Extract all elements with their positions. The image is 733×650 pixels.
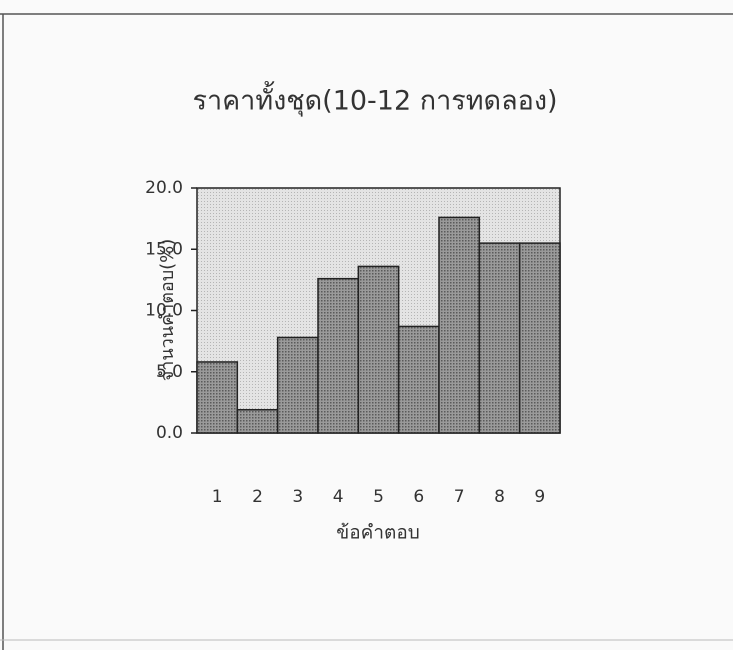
bar bbox=[518, 242, 561, 434]
bar bbox=[438, 216, 481, 434]
bar bbox=[357, 265, 400, 434]
bar bbox=[276, 336, 319, 434]
y-tick-label: 0.0 bbox=[156, 423, 183, 443]
x-tick-label: 1 bbox=[212, 487, 223, 507]
y-tick-label: 10.0 bbox=[145, 301, 183, 321]
y-axis-label: จำนวนคำตอบ(%) bbox=[157, 239, 178, 382]
x-tick-label: 8 bbox=[494, 487, 505, 507]
x-tick-label: 9 bbox=[534, 487, 545, 507]
x-tick-label: 5 bbox=[373, 487, 384, 507]
chart-title: ราคาทั้งชุด(10-12 การทดลอง) bbox=[192, 81, 557, 118]
x-tick-label: 7 bbox=[454, 487, 465, 507]
x-tick-label: 2 bbox=[252, 487, 263, 507]
x-tick-label: 6 bbox=[413, 487, 424, 507]
x-axis-label: ข้อคำตอบ bbox=[336, 522, 420, 544]
y-tick-label: 15.0 bbox=[145, 239, 183, 259]
bar bbox=[317, 277, 360, 434]
x-tick-label: 4 bbox=[333, 487, 344, 507]
bar bbox=[236, 408, 279, 434]
bar bbox=[196, 361, 239, 434]
x-tick-label: 3 bbox=[292, 487, 303, 507]
bar bbox=[397, 325, 440, 434]
y-tick-label: 20.0 bbox=[145, 178, 183, 198]
bar bbox=[478, 242, 521, 434]
y-tick-label: 5.0 bbox=[156, 362, 183, 382]
